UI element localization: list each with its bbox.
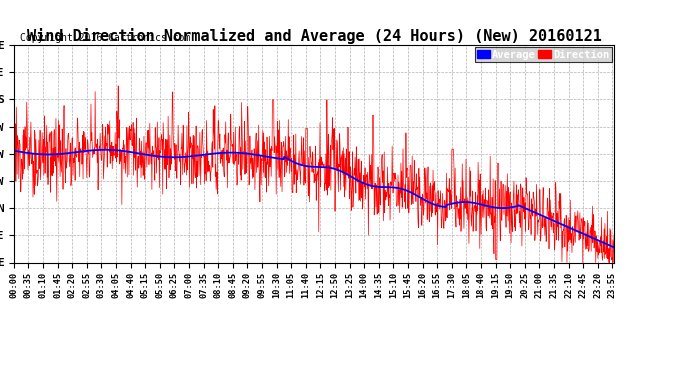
Text: Copyright 2016 Cartronics.com: Copyright 2016 Cartronics.com [20,33,190,43]
Legend: Average, Direction: Average, Direction [475,47,612,62]
Title: Wind Direction Normalized and Average (24 Hours) (New) 20160121: Wind Direction Normalized and Average (2… [26,28,602,44]
